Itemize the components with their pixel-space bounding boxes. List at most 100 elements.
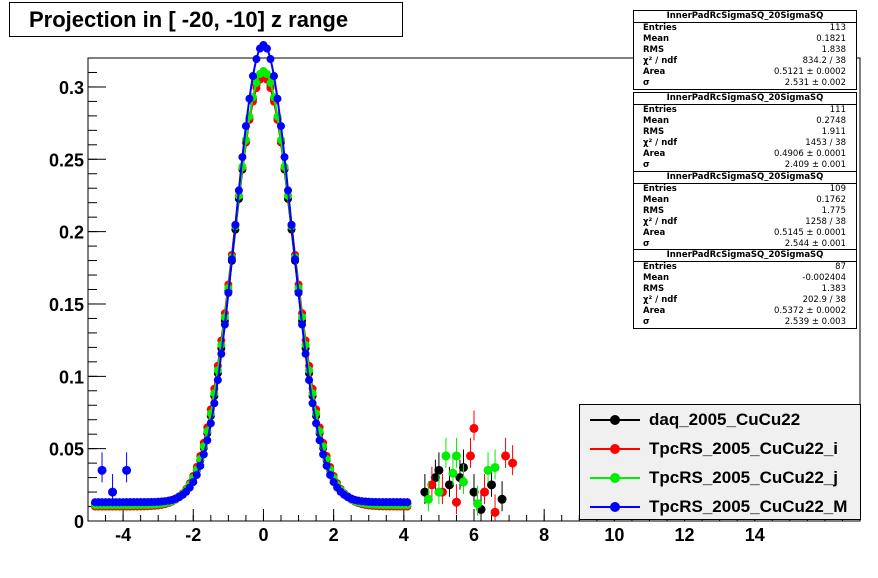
stats-key: Entries	[643, 262, 677, 272]
y-tick-label: 0.2	[59, 223, 84, 243]
stats-key: χ² / ndf	[643, 56, 678, 66]
data-point	[192, 470, 201, 479]
data-point	[122, 465, 132, 475]
stats-value: 1258 / 38	[805, 217, 846, 227]
stats-row: Mean 0.1762	[634, 195, 856, 206]
stats-key: RMS	[643, 127, 665, 137]
stats-row: σ 2.409 ± 0.001	[634, 160, 856, 171]
stats-key: Mean	[643, 195, 670, 205]
stats-key: Mean	[643, 34, 670, 44]
stats-row: Entries 87	[634, 262, 856, 273]
data-point	[206, 419, 215, 428]
stats-value: 2.544 ± 0.001	[784, 239, 846, 249]
x-tick-label: 8	[539, 525, 549, 545]
x-tick-label: 12	[675, 525, 695, 545]
stats-row: Entries 111	[634, 105, 856, 116]
data-point	[97, 465, 107, 475]
stats-key: χ² / ndf	[643, 217, 678, 227]
data-point	[490, 507, 500, 517]
data-point	[458, 477, 468, 487]
stats-row: σ 2.539 ± 0.003	[634, 317, 856, 328]
data-point	[308, 399, 317, 408]
stats-row: χ² / ndf 1453 / 38	[634, 138, 856, 149]
stats-value: 109	[829, 184, 846, 194]
legend-entry-daq: daq_2005_CuCu22	[580, 405, 862, 434]
legend-label: TpcRS_2005_CuCu22_M	[649, 497, 848, 516]
stats-key: χ² / ndf	[643, 138, 678, 148]
stats-box: InnerPadRcSigmaSQ_20SigmaSQ Entries 87 Mean…	[633, 249, 857, 329]
data-point	[451, 497, 461, 507]
stats-key: Area	[643, 306, 666, 316]
data-point	[497, 494, 507, 504]
x-tick-label: 14	[745, 525, 765, 545]
stats-row: χ² / ndf 834.2 / 38	[634, 56, 856, 67]
stats-value: 2.409 ± 0.001	[784, 160, 846, 170]
chart-title: Projection in [ -20, -10] z range	[9, 2, 403, 37]
data-point	[234, 186, 243, 195]
data-point	[480, 487, 490, 497]
data-point	[469, 423, 479, 433]
legend-marker	[610, 473, 620, 483]
data-point	[434, 487, 444, 497]
stats-row: RMS 1.911	[634, 127, 856, 138]
data-point	[508, 458, 518, 468]
data-point	[238, 153, 247, 162]
x-tick-label: -2	[185, 525, 201, 545]
y-tick-label: 0.25	[49, 150, 84, 170]
stats-row: RMS 1.775	[634, 206, 856, 217]
stats-key: Mean	[643, 273, 670, 283]
x-tick-label: 2	[329, 525, 339, 545]
data-point	[217, 349, 226, 358]
stats-row: σ 2.544 ± 0.001	[634, 239, 856, 250]
data-point	[501, 451, 511, 461]
data-point	[315, 436, 324, 445]
data-point	[245, 94, 254, 103]
stats-key: σ	[643, 160, 650, 170]
stats-key: RMS	[643, 284, 665, 294]
legend-label: TpcRS_2005_CuCu22_i	[649, 439, 838, 458]
stats-value: 0.5121 ± 0.0002	[773, 67, 846, 77]
stats-key: Mean	[643, 116, 670, 126]
data-point	[430, 473, 440, 483]
stats-box: InnerPadRcSigmaSQ_20SigmaSQ Entries 109 Mea…	[633, 171, 857, 251]
x-tick-label: 0	[258, 525, 268, 545]
legend-label: daq_2005_CuCu22	[649, 410, 801, 429]
x-tick-label: 6	[469, 525, 479, 545]
data-point	[473, 499, 483, 509]
legend-marker	[610, 415, 620, 425]
data-point	[287, 220, 296, 229]
data-point	[490, 462, 500, 472]
data-point	[227, 255, 236, 264]
data-point	[213, 376, 222, 385]
legend-entry-tpcrs-j: TpcRS_2005_CuCu22_j	[580, 463, 862, 492]
stats-value: 0.5372 ± 0.0002	[773, 306, 846, 316]
stats-value: 1.911	[821, 127, 846, 137]
data-point	[241, 122, 250, 131]
data-point	[108, 487, 118, 497]
data-point	[465, 451, 475, 461]
data-point	[231, 220, 240, 229]
data-point	[294, 288, 303, 297]
data-point	[273, 94, 282, 103]
stats-value: 1.775	[821, 206, 846, 216]
stats-value: 834.2 / 38	[802, 56, 846, 66]
stats-key: Area	[643, 149, 666, 159]
data-point	[252, 78, 261, 87]
stats-row: Area 0.5121 ± 0.0002	[634, 67, 856, 78]
data-point	[248, 72, 257, 81]
data-point	[284, 186, 293, 195]
stats-key: σ	[643, 317, 650, 327]
data-point	[451, 451, 461, 461]
data-point	[220, 320, 229, 329]
stats-key: Area	[643, 67, 666, 77]
stats-value: 1453 / 38	[805, 138, 846, 148]
stats-key: Entries	[643, 184, 677, 194]
data-point	[423, 494, 433, 504]
stats-key: RMS	[643, 45, 665, 55]
data-point	[312, 419, 321, 428]
data-point	[266, 55, 275, 64]
data-point	[224, 288, 233, 297]
data-point	[269, 72, 278, 81]
data-point	[298, 320, 307, 329]
data-point	[403, 498, 412, 507]
